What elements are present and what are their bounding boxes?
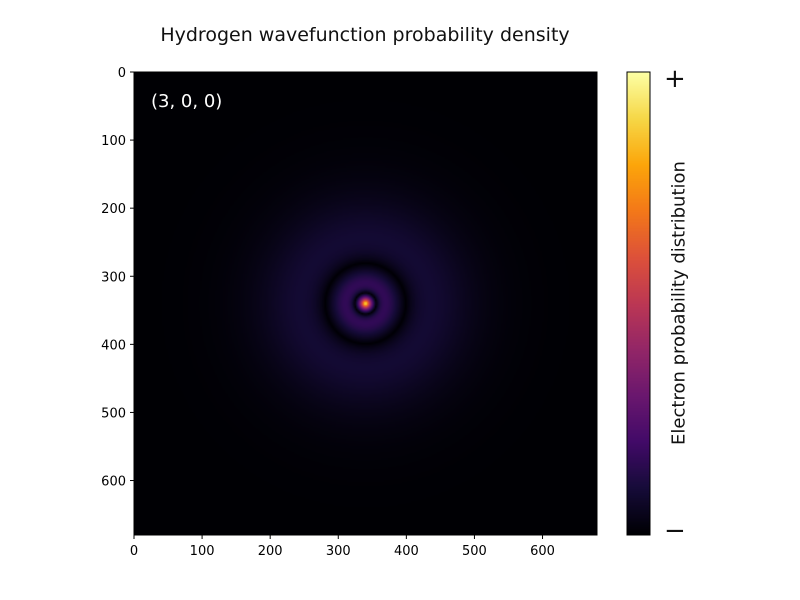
y-tick-label: 600	[101, 475, 126, 490]
colorbar-top-label: +	[664, 64, 686, 94]
y-tick-label: 0	[118, 66, 126, 81]
colorbar	[627, 72, 650, 535]
x-axis-ticks: 0 100 200 300 400 500 600	[130, 535, 555, 559]
y-tick-label: 300	[101, 270, 126, 285]
state-annotation: (3, 0, 0)	[151, 91, 222, 112]
y-tick-label: 100	[101, 134, 126, 149]
x-tick-label: 600	[530, 544, 555, 559]
y-tick-label: 500	[101, 406, 126, 421]
chart-title: Hydrogen wavefunction probability densit…	[160, 24, 570, 46]
x-tick-label: 400	[394, 544, 419, 559]
density-heatmap	[134, 72, 597, 535]
y-tick-label: 400	[101, 338, 126, 353]
y-tick-label: 200	[101, 202, 126, 217]
plot-frame	[133, 71, 598, 536]
colorbar-frame	[626, 71, 651, 536]
x-tick-label: 300	[326, 544, 351, 559]
x-tick-label: 0	[130, 544, 138, 559]
x-tick-label: 100	[190, 544, 215, 559]
x-tick-label: 200	[258, 544, 283, 559]
y-axis-ticks: 0 100 200 300 400 500 600	[101, 66, 134, 490]
colorbar-label: Electron probability distribution	[668, 161, 690, 445]
colorbar-bottom-label: −	[664, 516, 686, 546]
x-tick-label: 500	[462, 544, 487, 559]
